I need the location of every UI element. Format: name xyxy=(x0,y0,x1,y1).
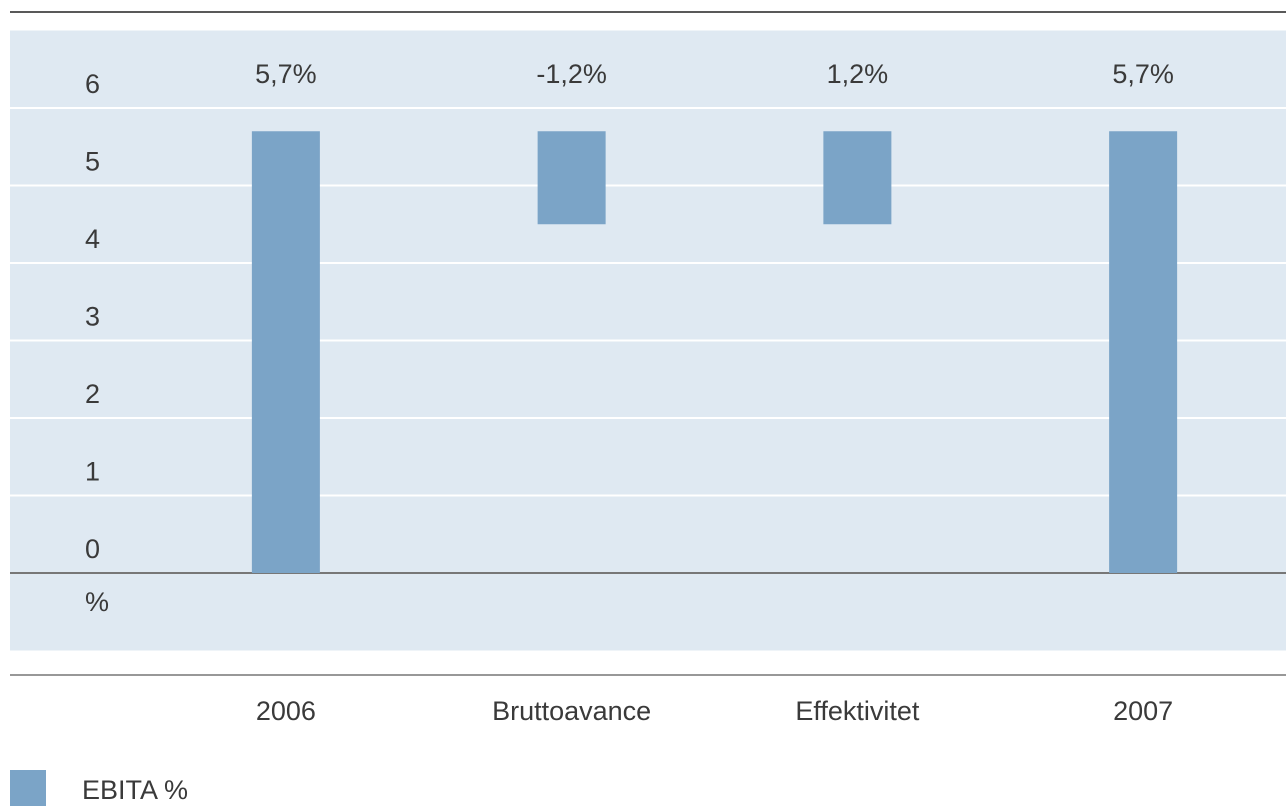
y-tick-label: 0 xyxy=(85,534,100,564)
legend-label: EBITA % xyxy=(82,775,188,805)
value-label: 1,2% xyxy=(827,59,889,89)
bar xyxy=(537,131,606,225)
x-tick-label: Bruttoavance xyxy=(492,696,651,726)
y-tick-label: 2 xyxy=(85,379,100,409)
bar xyxy=(251,131,320,573)
x-tick-label: Effektivitet xyxy=(795,696,920,726)
bar xyxy=(823,131,892,225)
y-tick-label: 3 xyxy=(85,302,100,332)
y-tick-label: 4 xyxy=(85,224,100,254)
y-tick-label: 6 xyxy=(85,69,100,99)
y-tick-label: 5 xyxy=(85,147,100,177)
value-label: 5,7% xyxy=(1112,59,1174,89)
x-tick-label: 2007 xyxy=(1113,696,1173,726)
x-tick-label: 2006 xyxy=(256,696,316,726)
legend-swatch xyxy=(10,770,46,806)
value-label: -1,2% xyxy=(536,59,607,89)
bar xyxy=(1109,131,1178,573)
value-label: 5,7% xyxy=(255,59,317,89)
y-tick-label: 1 xyxy=(85,457,100,487)
y-axis-label: % xyxy=(85,587,109,617)
